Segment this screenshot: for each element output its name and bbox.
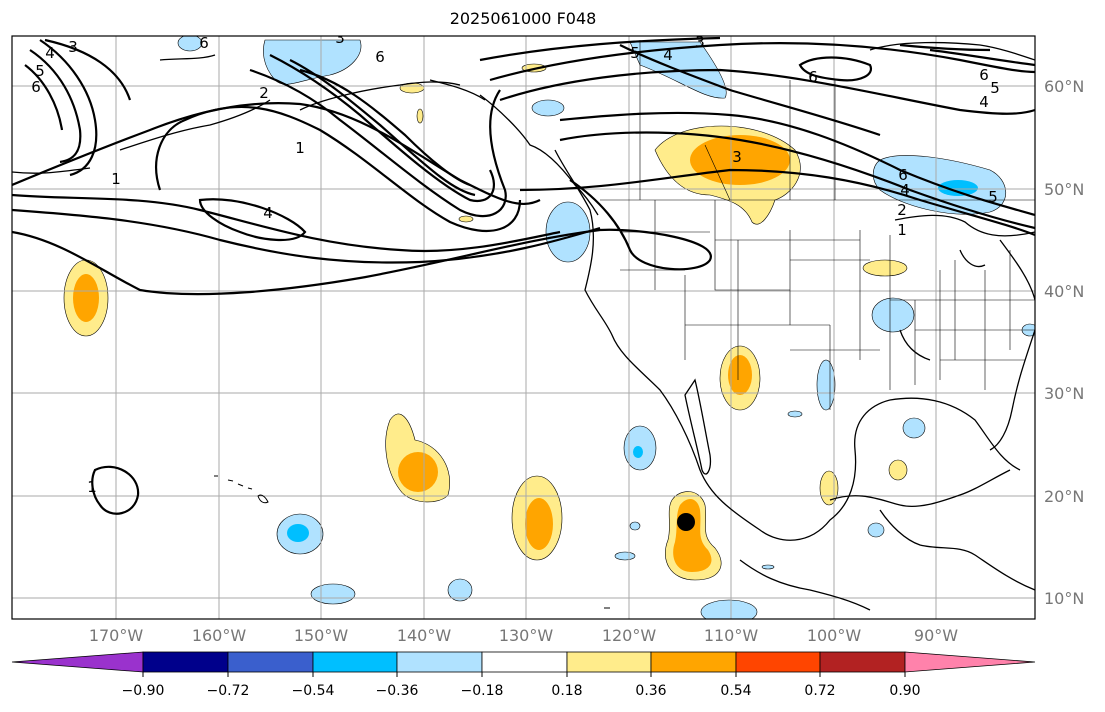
lon-label: 140°W (396, 626, 452, 645)
lat-label: 30°N (1044, 384, 1085, 403)
contour-label: 2 (897, 201, 907, 219)
contour-label: 5 (988, 188, 998, 206)
colorbar-segment (11, 651, 144, 673)
map-title: 2025061000 F048 (449, 9, 597, 28)
colorbar-segment (819, 651, 906, 673)
contour-label: 5 (630, 44, 640, 62)
colorbar-tick-label: 0.90 (889, 683, 921, 699)
colorbar-segment (735, 651, 821, 673)
colorbar-tick-label: −0.72 (206, 683, 250, 699)
lat-label: 20°N (1044, 487, 1085, 506)
colorbar-segment (904, 651, 1036, 673)
contour-label: 1 (295, 139, 305, 157)
lon-label: 150°W (293, 626, 349, 645)
contour-label: 3 (695, 33, 705, 51)
lon-label: 170°W (88, 626, 144, 645)
colorbar-tick-label: 0.72 (804, 683, 836, 699)
negative-anomaly-regions (177, 36, 1035, 619)
lon-label: 130°W (498, 626, 554, 645)
lon-label: 100°W (806, 626, 862, 645)
colorbar-tick-label: −0.90 (121, 683, 165, 699)
colorbar-tick-label: −0.54 (291, 683, 335, 699)
contour-label: 6 (808, 68, 818, 86)
storm-position-marker (677, 513, 695, 531)
colorbar-tick-label: −0.18 (460, 683, 504, 699)
contour-label: 3 (732, 148, 742, 166)
graticule (12, 36, 1035, 619)
contour-label: 4 (45, 44, 55, 62)
contour-label: 5 (35, 62, 45, 80)
contour-labels: 4 3 5 6 2 1 4 6 3 1 5 4 3 6 3 6 5 4 6 4 … (31, 29, 1000, 496)
contour-label: 4 (979, 93, 989, 111)
contour-label: 2 (259, 84, 269, 102)
map-frame (11, 35, 1036, 620)
colorbar-segment (142, 651, 229, 673)
contour-label: 6 (31, 78, 41, 96)
colorbar-segment (481, 651, 568, 673)
contour-label: 1 (897, 221, 907, 239)
colorbar-segment (396, 651, 483, 673)
contour-label: 6 (375, 48, 385, 66)
contour-lines (12, 36, 1035, 515)
contour-label: 6 (979, 66, 989, 84)
colorbar-tick-label: 0.18 (551, 683, 583, 699)
lon-label: 120°W (601, 626, 657, 645)
contour-label: 4 (663, 46, 673, 64)
lon-label: 90°W (913, 626, 959, 645)
contour-label: 4 (900, 181, 910, 199)
colorbar-tick-label: 0.36 (635, 683, 667, 699)
colorbar-segment (650, 651, 737, 673)
lat-label: 50°N (1044, 180, 1085, 199)
colorbar-tick-label: −0.36 (375, 683, 419, 699)
coastlines (12, 41, 1035, 611)
lat-label: 60°N (1044, 77, 1085, 96)
colorbar (11, 651, 1036, 677)
colorbar-segment (227, 651, 314, 673)
contour-label: 1 (87, 478, 97, 496)
contour-label: 1 (111, 170, 121, 188)
lon-label: 110°W (703, 626, 759, 645)
state-boundaries (600, 40, 1035, 410)
contour-label: 5 (990, 79, 1000, 97)
contour-label: 3 (335, 29, 345, 47)
colorbar-ticks (142, 672, 906, 677)
colorbar-tick-label: 0.54 (720, 683, 752, 699)
contour-label: 6 (199, 34, 209, 52)
contour-label: 3 (68, 38, 78, 56)
lat-label: 10°N (1044, 589, 1085, 608)
contour-label: 4 (263, 204, 273, 222)
lon-label: 160°W (191, 626, 247, 645)
colorbar-segment (566, 651, 652, 673)
lat-label: 40°N (1044, 282, 1085, 301)
colorbar-segment (312, 651, 398, 673)
contour-label: 6 (898, 166, 908, 184)
hawaiian-islands (214, 475, 610, 609)
